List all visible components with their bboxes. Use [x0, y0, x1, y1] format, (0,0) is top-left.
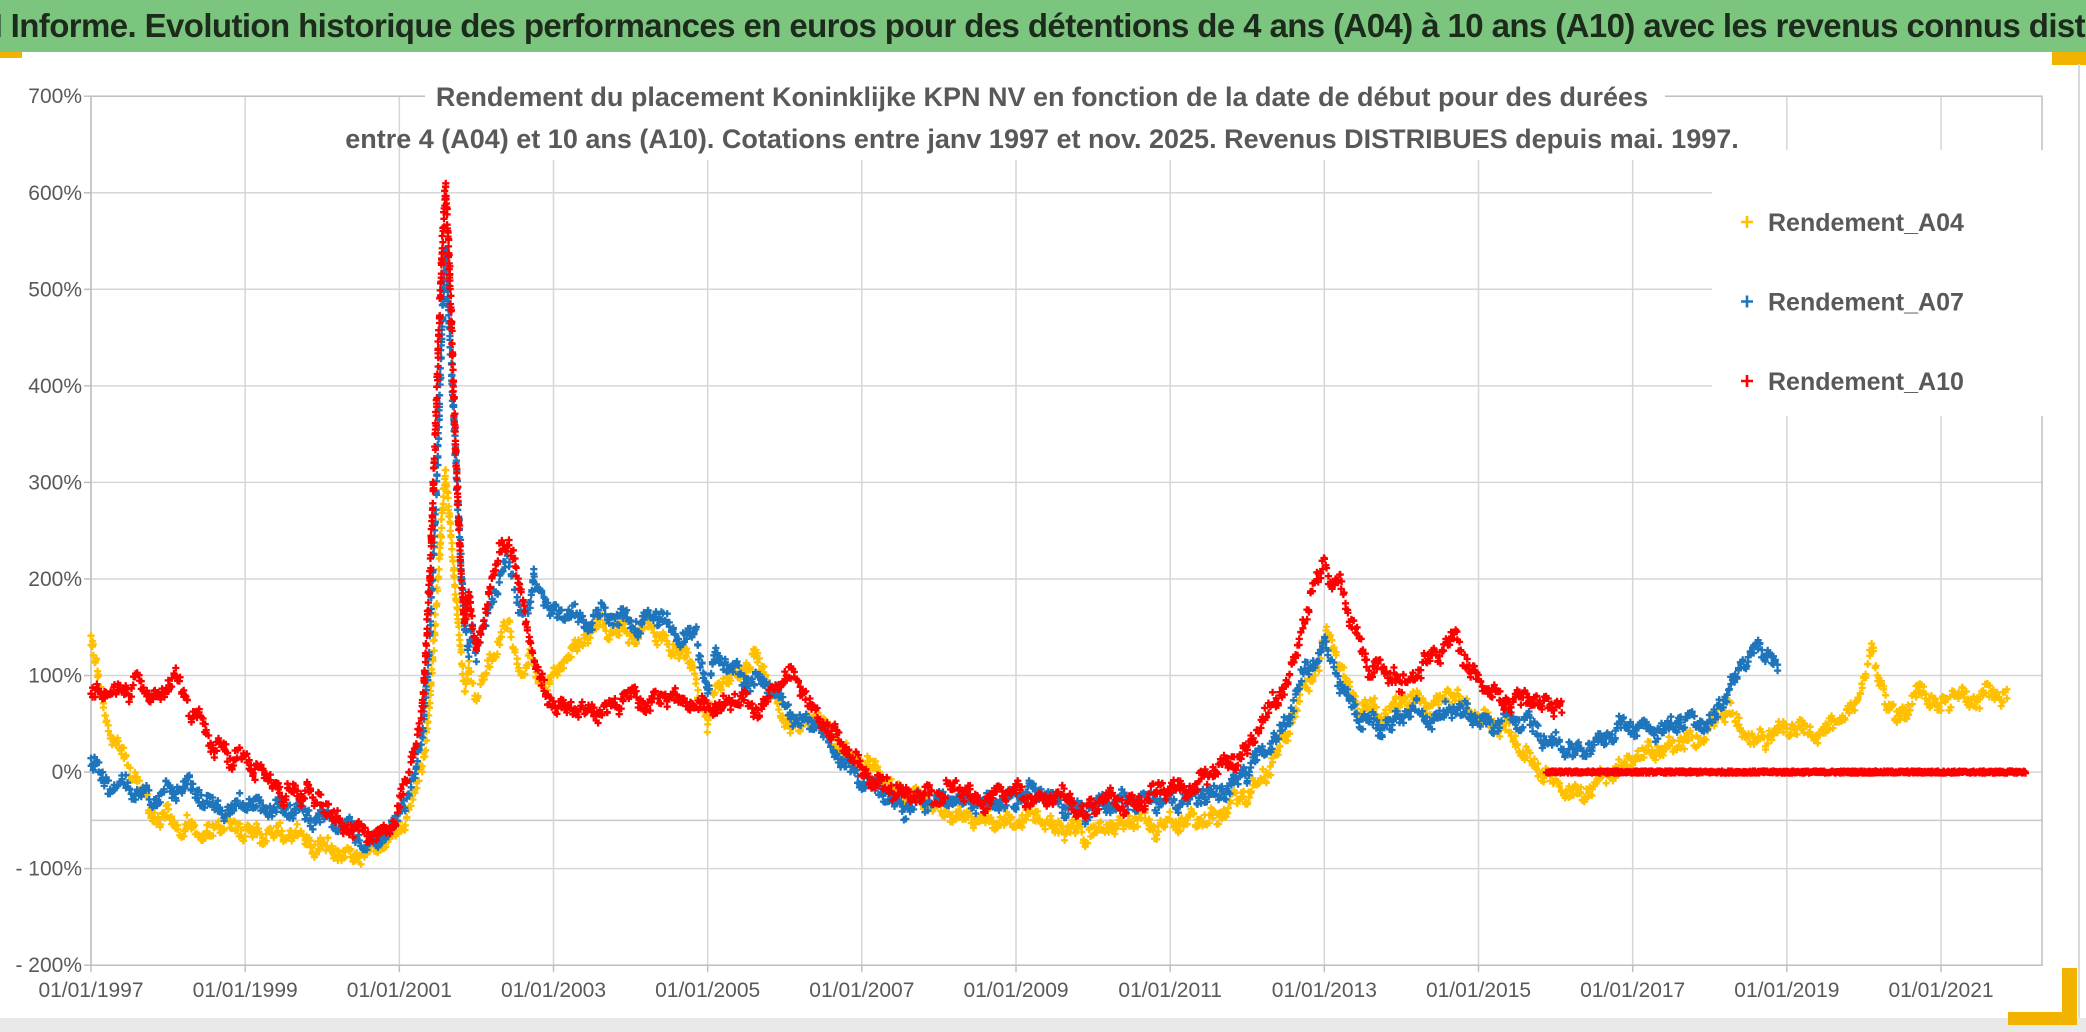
y-axis-label: 300% [28, 471, 82, 494]
y-axis-label: 100% [28, 665, 82, 688]
x-axis-label: 01/01/2017 [1580, 979, 1685, 1002]
x-axis-label: 01/01/2003 [501, 979, 606, 1002]
x-axis-label: 01/01/2009 [963, 979, 1068, 1002]
legend-label: Rendement_A04 [1768, 209, 1964, 237]
x-axis-label: 01/01/1999 [193, 979, 298, 1002]
accent-corner-vertical [2062, 968, 2077, 1024]
right-edge-line [2078, 64, 2080, 1018]
header-title: ADAM Informe. Evolution historique des p… [0, 7, 2086, 44]
chart-series [87, 179, 2030, 868]
x-axis-label: 01/01/2005 [655, 979, 760, 1002]
header-bar: ADAM Informe. Evolution historique des p… [0, 0, 2086, 52]
x-axis-label: 01/01/2007 [809, 979, 914, 1002]
y-axis-label: 200% [28, 568, 82, 591]
legend-label: Rendement_A07 [1768, 289, 1964, 317]
legend-marker-icon [1741, 216, 1753, 228]
y-axis-label: 500% [28, 278, 82, 301]
y-axis-label: 0% [52, 761, 82, 784]
accent-corner-horizontal [2008, 1012, 2077, 1025]
x-axis-label: 01/01/2001 [347, 979, 452, 1002]
legend-label: Rendement_A10 [1768, 368, 1964, 396]
chart-legend: Rendement_A04 Rendement_A07 Rendement_A10 [1712, 150, 2044, 416]
y-axis-label: 400% [28, 375, 82, 398]
series-Rendement_A10 [87, 179, 2030, 846]
x-axis-label: 01/01/2013 [1272, 979, 1377, 1002]
legend-marker-icon [1741, 295, 1753, 308]
series-Rendement_A04 [87, 466, 2011, 868]
y-axis-label: - 200% [15, 954, 82, 977]
y-axis-label: 600% [28, 182, 82, 205]
chart-title-line2: entre 4 (A04) et 10 ans (A10). Cotations… [345, 124, 1739, 154]
x-axis-label: 01/01/2021 [1888, 979, 1993, 1002]
legend-item-Rendement_A07[interactable]: Rendement_A07 [1741, 289, 1964, 317]
chart-axes: 700% 600% 500% 400% 300% 200% 100% 0% - 100% - 20… [15, 85, 2043, 1002]
legend-background [1712, 150, 2044, 416]
x-axis-label: 01/01/1997 [38, 979, 143, 1002]
x-axis-label: 01/01/2019 [1734, 979, 1839, 1002]
legend-marker-icon [1741, 375, 1753, 387]
series-Rendement_A07 [87, 245, 1782, 854]
x-axis-label: 01/01/2011 [1118, 979, 1222, 1002]
y-axis-label: - 100% [15, 858, 82, 881]
bottom-strip [0, 1018, 2086, 1032]
chart-title-background [425, 78, 1665, 160]
legend-item-Rendement_A10[interactable]: Rendement_A10 [1741, 368, 1964, 396]
x-axis-label: 01/01/2015 [1426, 979, 1531, 1002]
legend-item-Rendement_A04[interactable]: Rendement_A04 [1741, 209, 1964, 237]
y-axis-label: 700% [28, 85, 82, 108]
accent-right-under-header [2052, 52, 2086, 65]
accent-left-under-header [0, 52, 22, 58]
chart-title-line1: Rendement du placement Koninklijke KPN N… [436, 82, 1648, 112]
